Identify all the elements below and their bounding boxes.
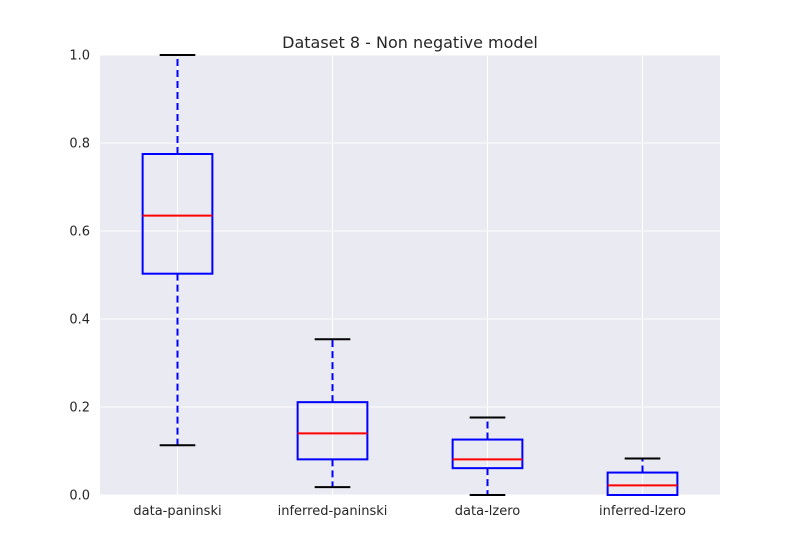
x-tick-label: data-paninski xyxy=(133,504,221,519)
x-tick-label: inferred-paninski xyxy=(278,504,388,519)
y-tick-label: 1.0 xyxy=(69,49,90,64)
y-tick-label: 0.2 xyxy=(69,401,90,416)
chart-title: Dataset 8 - Non negative model xyxy=(282,33,538,52)
plot-area xyxy=(100,55,720,495)
box xyxy=(296,401,369,461)
x-tick-label: inferred-lzero xyxy=(599,504,686,519)
box xyxy=(606,471,679,496)
y-tick-label: 0.4 xyxy=(69,313,90,328)
y-tick-label: 0.0 xyxy=(69,489,90,504)
x-tick-label: data-lzero xyxy=(455,504,520,519)
y-tick-label: 0.6 xyxy=(69,225,90,240)
box xyxy=(141,153,214,275)
box xyxy=(451,438,524,470)
y-tick-label: 0.8 xyxy=(69,137,90,152)
